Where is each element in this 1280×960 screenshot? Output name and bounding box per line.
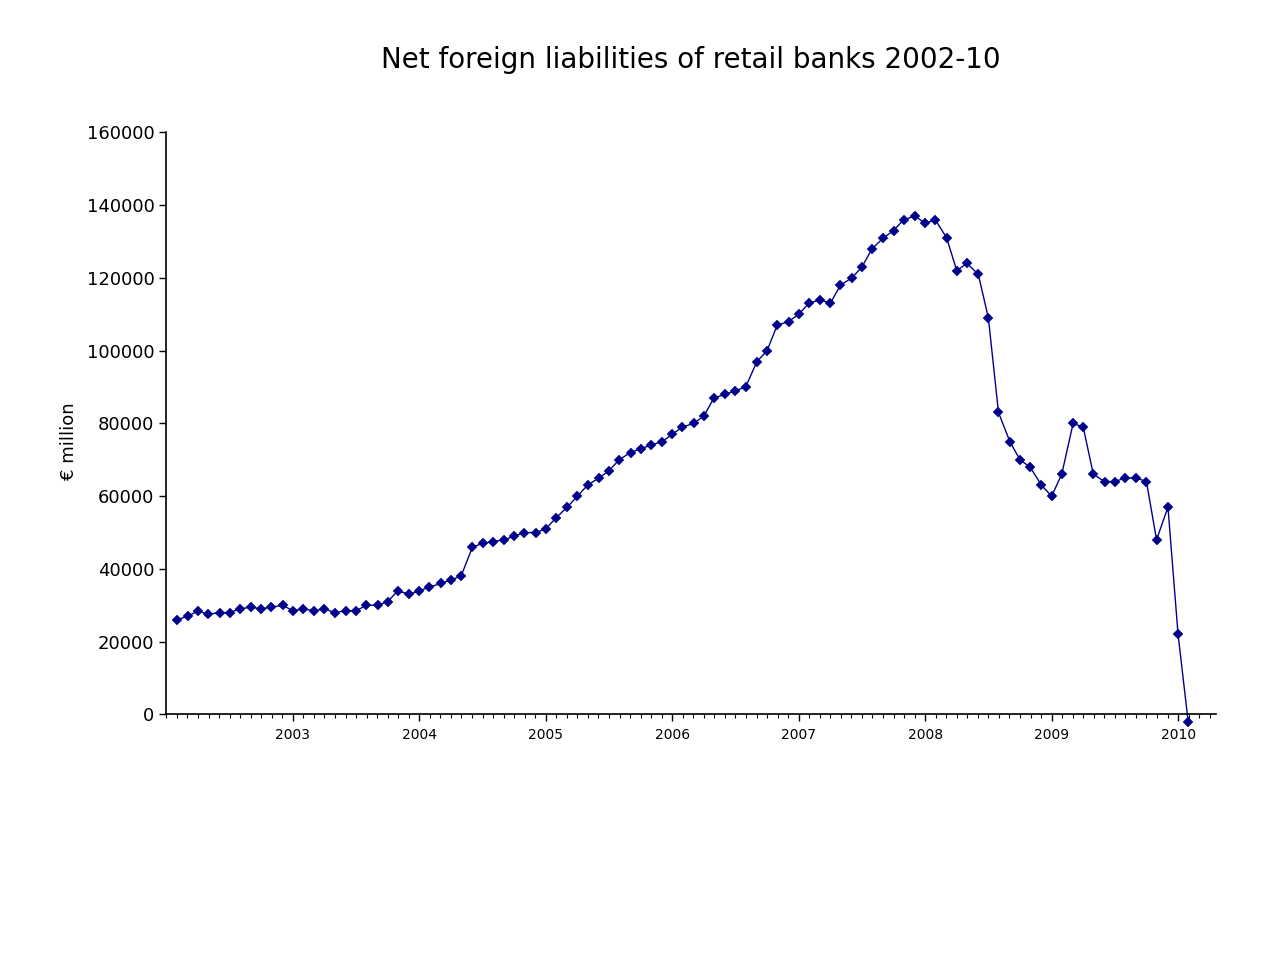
Title: Net foreign liabilities of retail banks 2002-10: Net foreign liabilities of retail banks … (381, 46, 1001, 74)
Y-axis label: € million: € million (60, 403, 78, 480)
